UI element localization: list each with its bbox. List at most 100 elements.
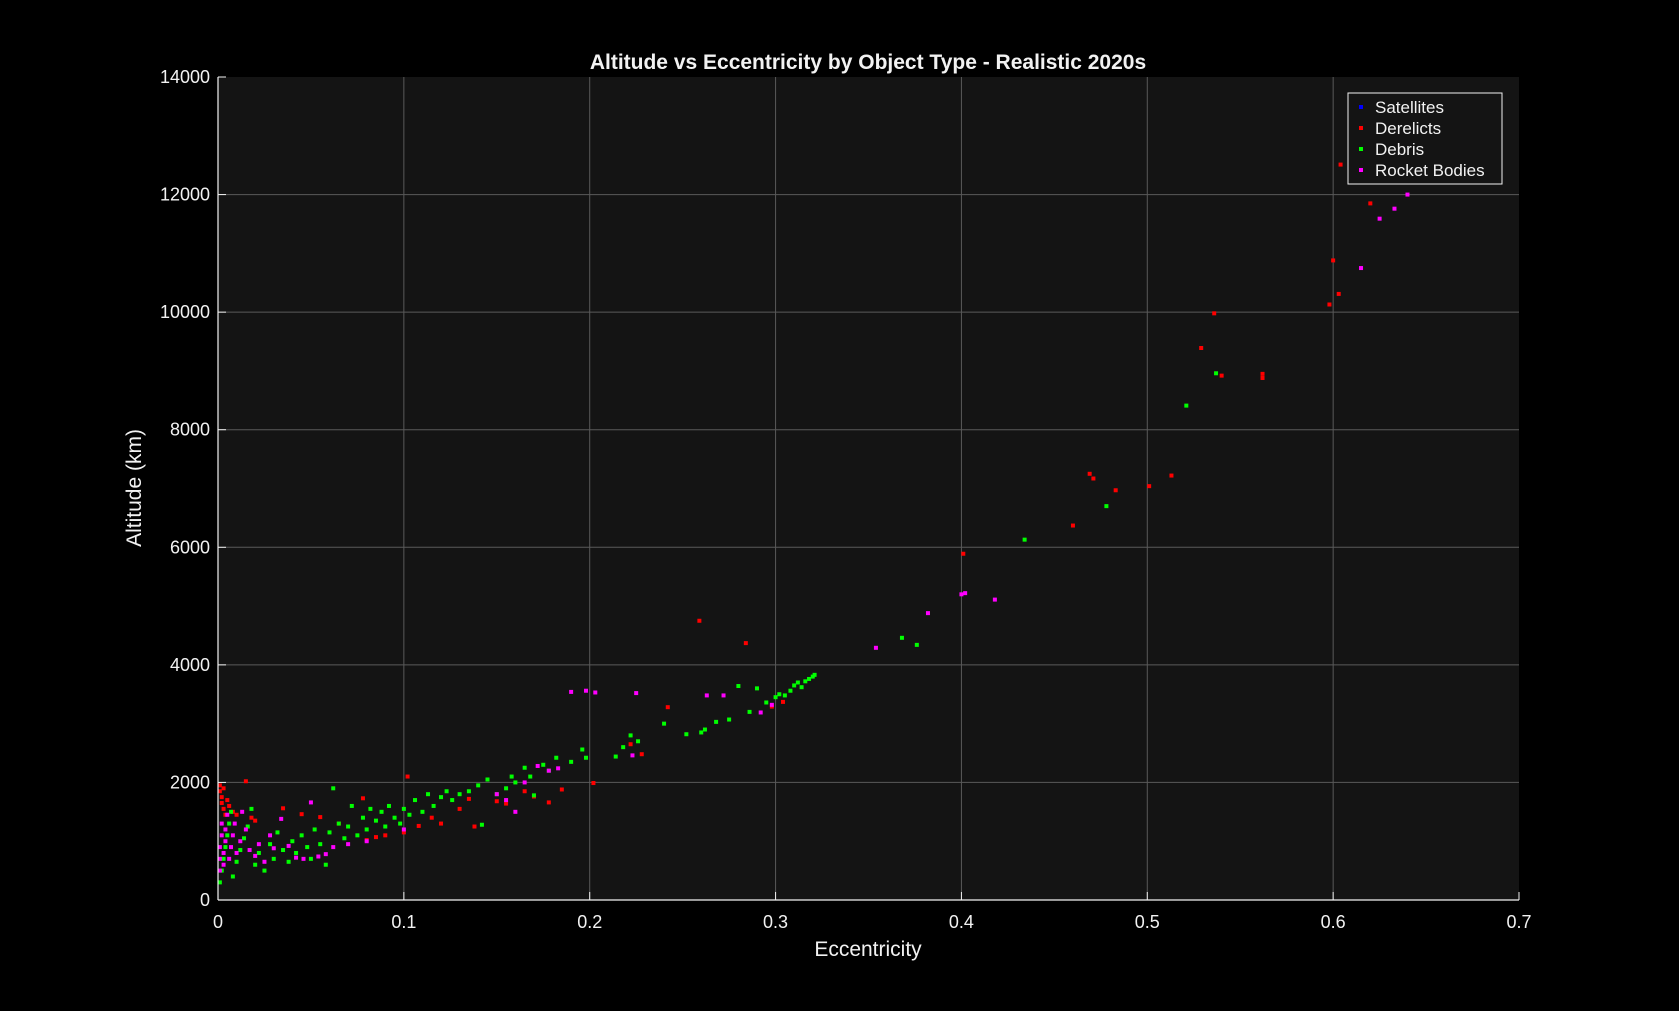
- data-point: [795, 680, 800, 685]
- data-points: [217, 162, 1410, 885]
- data-point: [271, 856, 276, 861]
- data-point: [262, 868, 267, 873]
- data-point: [1377, 216, 1382, 221]
- data-point: [593, 690, 598, 695]
- legend: Satellites Derelicts Debris Rocket Bodies: [1347, 92, 1503, 185]
- data-point: [583, 688, 588, 693]
- data-point: [217, 845, 222, 850]
- data-point: [559, 787, 564, 792]
- data-point: [513, 780, 518, 785]
- data-point: [217, 868, 222, 873]
- data-point: [238, 848, 243, 853]
- x-tick-label: 0.7: [1506, 912, 1531, 932]
- data-point: [727, 717, 732, 722]
- data-point: [318, 842, 323, 847]
- x-tick-label: 0.5: [1135, 912, 1160, 932]
- data-point: [342, 836, 347, 841]
- data-point: [1169, 473, 1174, 478]
- data-point: [364, 827, 369, 832]
- data-point: [1327, 302, 1332, 307]
- data-point: [1331, 258, 1336, 263]
- data-point: [439, 821, 444, 826]
- data-point: [781, 699, 786, 704]
- data-point: [665, 705, 670, 710]
- data-point: [219, 821, 224, 826]
- data-point: [294, 855, 299, 860]
- data-point: [219, 795, 224, 800]
- data-point: [331, 845, 336, 850]
- y-tick-label: 10000: [160, 302, 210, 322]
- data-point: [803, 679, 808, 684]
- data-point: [697, 618, 702, 623]
- data-point: [256, 850, 261, 855]
- data-point: [1214, 371, 1219, 376]
- data-point: [336, 821, 341, 826]
- data-point: [1260, 375, 1265, 380]
- y-tick-label: 14000: [160, 67, 210, 87]
- data-point: [439, 795, 444, 800]
- data-point: [630, 753, 635, 758]
- data-point: [401, 827, 406, 832]
- data-point: [386, 803, 391, 808]
- data-point: [221, 850, 226, 855]
- data-point: [312, 827, 317, 832]
- data-point: [546, 768, 551, 773]
- data-point: [249, 806, 254, 811]
- data-point: [1147, 484, 1152, 489]
- data-point: [234, 859, 239, 864]
- data-point: [1091, 476, 1096, 481]
- data-point: [1338, 162, 1343, 167]
- legend-box: [1347, 92, 1503, 185]
- data-point: [899, 635, 904, 640]
- data-point: [405, 774, 410, 779]
- data-point: [242, 836, 247, 841]
- data-point: [219, 801, 224, 806]
- data-point: [349, 803, 354, 808]
- data-point: [1260, 371, 1265, 376]
- data-point: [368, 806, 373, 811]
- data-point: [301, 856, 306, 861]
- data-point: [479, 822, 484, 827]
- data-point: [925, 611, 930, 616]
- y-tick-label: 4000: [170, 655, 210, 675]
- y-axis-label: Altitude (km): [123, 429, 146, 547]
- data-point: [1405, 192, 1410, 197]
- data-point: [1219, 373, 1224, 378]
- data-point: [580, 747, 585, 752]
- data-point: [413, 798, 418, 803]
- data-point: [704, 693, 709, 698]
- data-point: [754, 686, 759, 691]
- data-point: [346, 824, 351, 829]
- data-point: [1113, 488, 1118, 493]
- data-point: [232, 821, 237, 826]
- data-point: [522, 780, 527, 785]
- data-point: [721, 693, 726, 698]
- data-point: [1022, 537, 1027, 542]
- data-point: [429, 815, 434, 820]
- data-point: [416, 823, 421, 828]
- data-point: [431, 803, 436, 808]
- data-point: [217, 789, 222, 794]
- data-point: [407, 812, 412, 817]
- data-point: [450, 798, 455, 803]
- data-point: [485, 777, 490, 782]
- legend-label: Rocket Bodies: [1375, 161, 1485, 180]
- data-point: [961, 551, 966, 556]
- data-point: [238, 839, 243, 844]
- data-point: [531, 793, 536, 798]
- data-point: [1087, 471, 1092, 476]
- data-point: [281, 848, 286, 853]
- data-point: [777, 692, 782, 697]
- data-point: [702, 727, 707, 732]
- y-tick-label: 12000: [160, 185, 210, 205]
- data-point: [554, 755, 559, 760]
- data-point: [243, 827, 248, 832]
- data-point: [457, 792, 462, 797]
- data-point: [316, 854, 321, 859]
- data-point: [513, 809, 518, 814]
- data-point: [569, 759, 574, 764]
- data-point: [286, 843, 291, 848]
- series-debris: [217, 371, 1219, 885]
- x-tick-label: 0.2: [577, 912, 602, 932]
